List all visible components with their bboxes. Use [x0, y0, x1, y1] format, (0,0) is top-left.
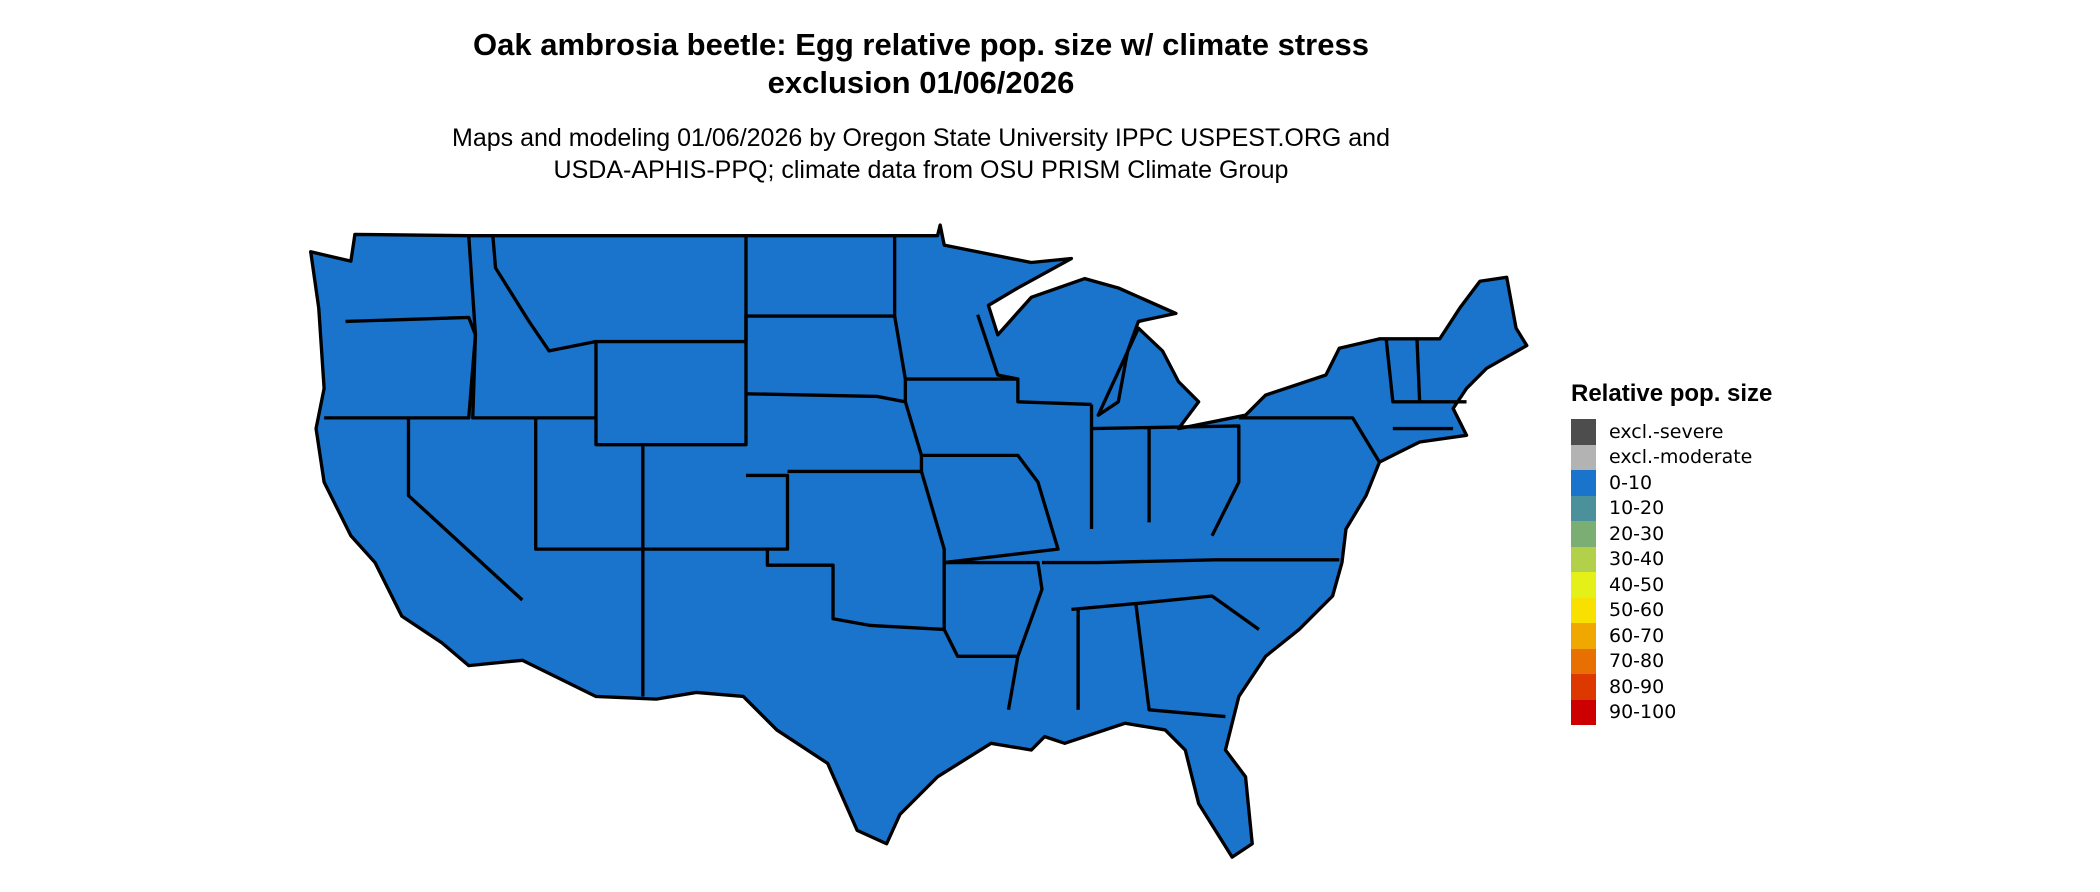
legend-label: 10-20 — [1609, 497, 1665, 520]
subtitle-line-1: Maps and modeling 01/06/2026 by Oregon S… — [452, 124, 1390, 152]
legend: Relative pop. size excl.-severe excl.-mod… — [1571, 380, 1772, 725]
legend-swatch — [1571, 674, 1596, 700]
legend-swatch — [1571, 546, 1596, 572]
legend-label: 70-80 — [1609, 650, 1665, 673]
legend-swatch — [1571, 521, 1596, 547]
legend-label: 60-70 — [1609, 624, 1665, 647]
legend-label: excl.-moderate — [1609, 446, 1753, 469]
legend-item: excl.-severe — [1571, 419, 1772, 445]
legend-swatch — [1571, 470, 1596, 496]
legend-label: 90-100 — [1609, 701, 1677, 724]
legend-swatch — [1571, 495, 1596, 521]
legend-items: excl.-severe excl.-moderate 0-10 10-20 20-30… — [1571, 419, 1772, 725]
conus-fill — [309, 223, 1529, 859]
legend-label: 0-10 — [1609, 471, 1653, 494]
title-line-1: Oak ambrosia beetle: Egg relative pop. s… — [473, 27, 1369, 62]
legend-label: 50-60 — [1609, 599, 1665, 622]
legend-swatch — [1571, 623, 1596, 649]
legend-swatch — [1571, 648, 1596, 674]
title-line-2: exclusion 01/06/2026 — [767, 65, 1075, 100]
legend-swatch — [1571, 597, 1596, 623]
legend-item: 10-20 — [1571, 495, 1772, 521]
legend-item: 50-60 — [1571, 597, 1772, 623]
legend-item: excl.-moderate — [1571, 444, 1772, 470]
legend-item: 0-10 — [1571, 470, 1772, 496]
legend-label: excl.-severe — [1609, 420, 1724, 443]
map-title: Oak ambrosia beetle: Egg relative pop. s… — [0, 26, 1842, 102]
legend-label: 40-50 — [1609, 573, 1665, 596]
legend-swatch — [1571, 699, 1596, 725]
legend-swatch — [1571, 444, 1596, 470]
legend-title: Relative pop. size — [1571, 380, 1773, 407]
legend-item: 20-30 — [1571, 521, 1772, 547]
legend-item: 80-90 — [1571, 674, 1772, 700]
legend-label: 20-30 — [1609, 522, 1665, 545]
legend-item: 30-40 — [1571, 546, 1772, 572]
legend-swatch — [1571, 572, 1596, 598]
legend-item: 70-80 — [1571, 648, 1772, 674]
legend-item: 90-100 — [1571, 699, 1772, 725]
legend-label: 30-40 — [1609, 548, 1665, 571]
state-borders — [324, 235, 1467, 719]
legend-swatch — [1571, 419, 1596, 445]
legend-label: 80-90 — [1609, 675, 1665, 698]
subtitle-line-2: USDA-APHIS-PPQ; climate data from OSU PR… — [553, 156, 1289, 184]
legend-item: 60-70 — [1571, 623, 1772, 649]
legend-item: 40-50 — [1571, 572, 1772, 598]
map-subtitle: Maps and modeling 01/06/2026 by Oregon S… — [0, 122, 1842, 186]
